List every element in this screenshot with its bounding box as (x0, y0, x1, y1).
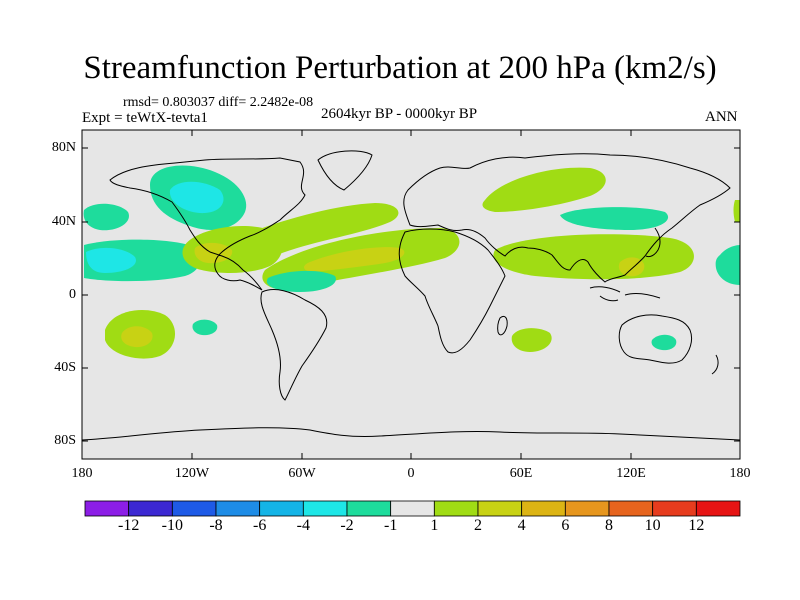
colorbar-label: 2 (474, 517, 482, 534)
colorbar-swatch (564, 500, 610, 517)
anomaly-indian-pos (493, 234, 694, 280)
anomaly-east-edge-neg (715, 245, 740, 285)
anomaly-eurasia-pos (482, 167, 606, 212)
lon-label-180e: 180 (729, 466, 751, 481)
axis-ticks (82, 130, 740, 459)
colorbar-label: -1 (383, 517, 398, 534)
lat-label-80s: 80S (54, 433, 76, 448)
experiment-label: Expt = teWtX-tevta1 (82, 110, 208, 126)
colorbar-label: -6 (252, 517, 267, 534)
lon-label-120e: 120E (616, 466, 646, 481)
lat-label-40n: 40N (51, 214, 76, 229)
colorbar-swatch (390, 500, 435, 517)
colorbar-label: -12 (117, 517, 140, 534)
colorbar-swatch (477, 500, 523, 517)
lon-label-0: 0 (407, 466, 415, 481)
colorbar-label: 10 (644, 517, 661, 534)
lat-label-40s: 40S (54, 360, 76, 375)
lon-label-120w: 120W (174, 466, 210, 481)
map-title: Streamfunction Perturbation at 200 hPa (… (83, 50, 717, 86)
coast-madagascar (497, 315, 508, 336)
colorbar-label: 8 (605, 517, 613, 534)
colorbar-label: 12 (688, 517, 705, 534)
lon-label-60e: 60E (509, 466, 533, 481)
lon-label-60w: 60W (288, 466, 316, 481)
coast-europe-asia (403, 153, 731, 283)
coast-greenland (317, 150, 373, 191)
colorbar-swatch (608, 500, 654, 517)
coast-africa (398, 228, 506, 354)
anomaly-sh-pacific-pos2 (121, 326, 153, 348)
colorbar-swatch (433, 500, 479, 517)
anomaly-trop-pacific-neg2 (86, 247, 136, 273)
colorbar-swatch (84, 500, 130, 517)
lon-label-180w: 180 (71, 466, 93, 481)
coast-new-zealand (711, 354, 719, 375)
anomaly-south-indian-pos (511, 328, 552, 352)
coast-japan (645, 227, 661, 258)
anomaly-east-edge-pos (733, 200, 740, 222)
colorbar (84, 500, 741, 517)
anomaly-atlantic-pos (231, 203, 399, 262)
colorbar-label: -2 (340, 517, 354, 534)
season-label: ANN (705, 109, 738, 125)
rmsd-stats: rmsd= 0.803037 diff= 2.2482e-08 (123, 95, 314, 110)
colorbar-label: 6 (561, 517, 570, 534)
coast-australia (618, 314, 693, 364)
colorbar-swatch (346, 500, 392, 517)
colorbar-label: 1 (430, 517, 439, 534)
coast-north-america (109, 157, 306, 291)
colorbar-swatch (521, 500, 566, 517)
coastlines (81, 150, 741, 441)
lat-label-0: 0 (69, 287, 76, 302)
colorbar-swatch (259, 500, 304, 517)
anomaly-east-asia-pos (618, 257, 645, 277)
lat-label-80n: 80N (51, 140, 76, 155)
anomaly-sh-small-neg (192, 319, 218, 336)
colorbar-swatch (171, 500, 217, 517)
colorbar-label: 4 (517, 517, 526, 534)
colorbar-label: -8 (209, 517, 223, 534)
anomaly-caribbean-neg (266, 270, 336, 292)
anomaly-north-pacific-neg2 (169, 181, 224, 214)
colorbar-swatch (128, 500, 173, 517)
colorbar-label: -4 (296, 517, 310, 534)
anomaly-nw-pacific-neg (83, 203, 129, 231)
colorbar-swatch (695, 500, 741, 517)
coast-south-america (260, 289, 328, 401)
period-label: 2604kyr BP - 0000kyr BP (321, 106, 478, 122)
coast-indonesia (589, 286, 661, 302)
anomaly-trop-atlantic-pos-core (303, 247, 405, 272)
colorbar-swatch (215, 500, 261, 517)
anomaly-asia-neg (560, 207, 669, 230)
anomaly-australia-neg (651, 334, 677, 351)
colorbar-swatch (302, 500, 348, 517)
coast-antarctica (81, 427, 741, 441)
colorbar-label: -10 (161, 517, 183, 534)
colorbar-swatch (652, 500, 697, 517)
